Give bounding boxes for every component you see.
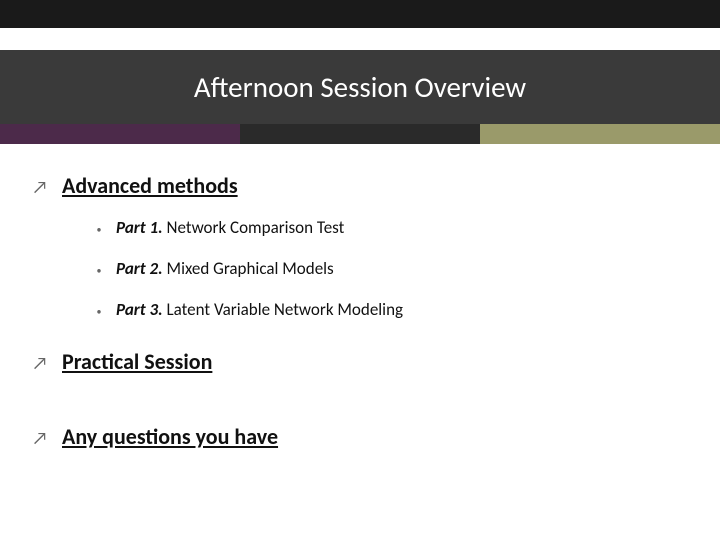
arrow-icon: ↗ — [32, 176, 48, 198]
list-item-text: Part 2. Mixed Graphical Models — [116, 258, 334, 279]
list-item: • Part 2. Mixed Graphical Models — [94, 258, 688, 279]
list-item-text: Part 1. Network Comparison Test — [116, 217, 344, 238]
accent-segment-dark — [240, 124, 480, 144]
arrow-icon: ↗ — [32, 427, 48, 449]
part-desc: Network Comparison Test — [163, 217, 345, 238]
accent-segment-olive — [480, 124, 720, 144]
part-label: Part 2. — [116, 258, 163, 279]
section-advanced-methods: ↗ Advanced methods • Part 1. Network Com… — [32, 172, 688, 320]
section-title: Advanced methods — [62, 172, 238, 199]
part-desc: Mixed Graphical Models — [163, 258, 334, 279]
bullet-icon: • — [94, 264, 104, 277]
section-title: Practical Session — [62, 348, 212, 375]
header-band: Afternoon Session Overview — [0, 50, 720, 124]
list-item: • Part 1. Network Comparison Test — [94, 217, 688, 238]
header-top-cap — [0, 0, 720, 28]
part-desc: Latent Variable Network Modeling — [163, 299, 403, 320]
bullet-icon: • — [94, 223, 104, 236]
section-practical-session: ↗ Practical Session — [32, 348, 688, 375]
accent-segment-purple — [0, 124, 240, 144]
list-item-text: Part 3. Latent Variable Network Modeling — [116, 299, 403, 320]
arrow-icon: ↗ — [32, 352, 48, 374]
accent-stripe — [0, 124, 720, 144]
bullet-icon: • — [94, 305, 104, 318]
section-title: Any questions you have — [62, 423, 278, 450]
slide-content: ↗ Advanced methods • Part 1. Network Com… — [0, 160, 720, 540]
advanced-methods-list: • Part 1. Network Comparison Test • Part… — [94, 217, 688, 320]
section-questions: ↗ Any questions you have — [32, 423, 688, 450]
slide-title: Afternoon Session Overview — [194, 69, 526, 105]
list-item: • Part 3. Latent Variable Network Modeli… — [94, 299, 688, 320]
part-label: Part 3. — [116, 299, 163, 320]
part-label: Part 1. — [116, 217, 163, 238]
